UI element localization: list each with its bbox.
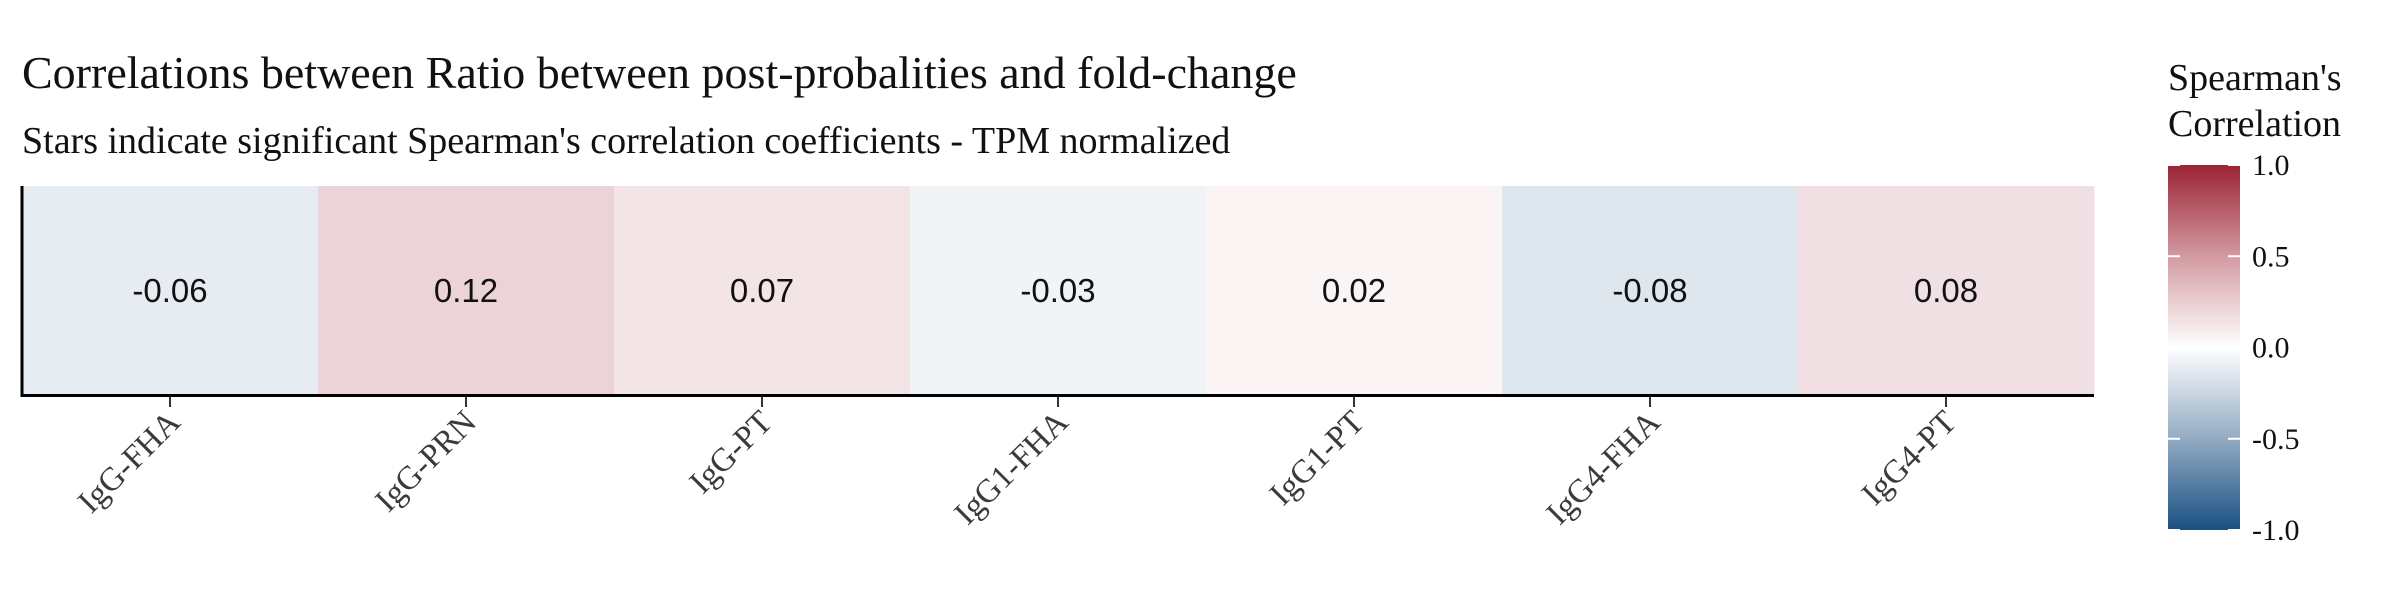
cell-value-label: -0.03 xyxy=(1020,272,1095,309)
cell-value-label: -0.08 xyxy=(1612,272,1687,309)
heatmap-cell-igg1-fha xyxy=(910,186,1207,394)
chart-title: Correlations between Ratio between post-… xyxy=(22,47,1297,98)
legend-title-line2: Correlation xyxy=(2168,103,2341,145)
legend-tick-label: 0.5 xyxy=(2252,240,2290,273)
x-tick-label: IgG-FHA xyxy=(71,404,187,520)
x-tick-label: IgG1-FHA xyxy=(948,404,1076,532)
legend-title-line1: Spearman's xyxy=(2168,57,2342,99)
x-axis-ticks xyxy=(169,397,1947,407)
x-tick-label: IgG4-PT xyxy=(1855,404,1963,512)
x-tick-label: IgG-PT xyxy=(683,404,780,501)
heatmap-cells xyxy=(22,186,2095,394)
chart-subtitle: Stars indicate significant Spearman's co… xyxy=(22,120,1230,162)
heatmap-cell-igg-fha xyxy=(22,186,319,394)
x-axis-tick-labels: IgG-FHA IgG-PRN IgG-PT IgG1-FHA IgG1-PT IgG4-… xyxy=(71,404,1963,532)
x-tick-label: IgG1-PT xyxy=(1263,404,1371,512)
heatmap-cell-labels: -0.06 0.12 0.07 -0.03 0.02 -0.08 0.08 xyxy=(132,272,1978,309)
heatmap-cell-igg-pt xyxy=(614,186,911,394)
legend-ticks: 1.0 0.5 0.0 -0.5 -1.0 xyxy=(2168,149,2300,547)
cell-value-label: 0.07 xyxy=(730,272,794,309)
legend-tick-label: -1.0 xyxy=(2252,514,2300,547)
cell-value-label: 0.02 xyxy=(1322,272,1386,309)
cell-value-label: 0.08 xyxy=(1914,272,1978,309)
cell-value-label: 0.12 xyxy=(434,272,498,309)
legend-tick-label: 0.0 xyxy=(2252,332,2290,365)
legend-tick-label: -0.5 xyxy=(2252,423,2300,456)
heatmap-cell-igg1-pt xyxy=(1206,186,1503,394)
x-tick-label: IgG-PRN xyxy=(369,404,484,519)
legend-tick-label: 1.0 xyxy=(2252,149,2290,182)
heatmap-cell-igg-prn xyxy=(318,186,615,394)
x-tick-label: IgG4-FHA xyxy=(1540,404,1668,532)
color-legend: Spearman's Correlation 1.0 0.5 0.0 -0.5 -1.0 xyxy=(2168,57,2342,547)
heatmap-cell-igg4-pt xyxy=(1798,186,2095,394)
cell-value-label: -0.06 xyxy=(132,272,207,309)
heatmap-cell-igg4-fha xyxy=(1502,186,1799,394)
